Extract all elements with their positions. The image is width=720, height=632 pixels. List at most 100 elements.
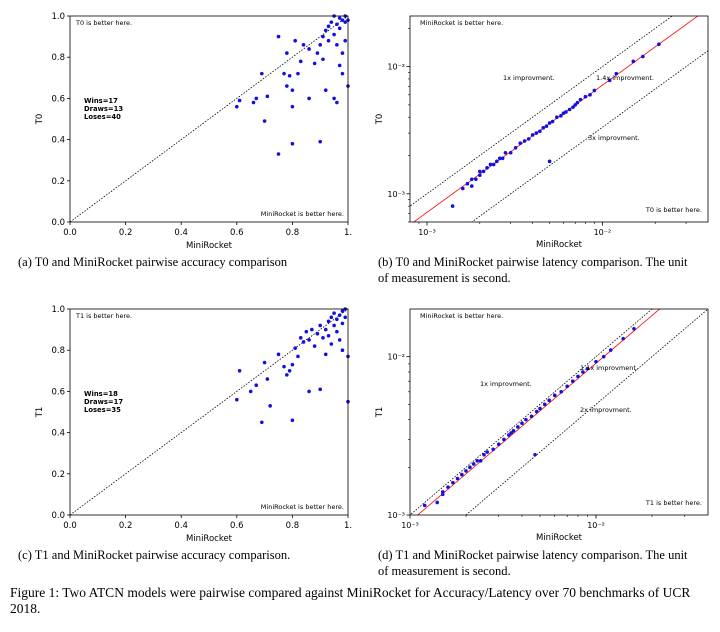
reference-line-label: 3x improvment. xyxy=(588,134,640,142)
reference-line xyxy=(410,16,673,207)
data-point xyxy=(461,186,465,191)
x-tick-label: 0.6 xyxy=(230,228,244,238)
data-point xyxy=(440,490,445,494)
annotation-top-left: T1 is better here. xyxy=(75,312,132,320)
caption-b: (b) T0 and MiniRocket pairwise latency c… xyxy=(378,255,688,285)
annotation-bottom-right: T0 is better here. xyxy=(645,206,702,214)
data-point xyxy=(315,331,320,336)
y-tick-label: 0.6 xyxy=(51,94,65,104)
data-point xyxy=(534,409,539,414)
data-point xyxy=(298,59,303,64)
x-tick-label: 0.0 xyxy=(63,228,77,238)
x-axis-label: MiniRocket xyxy=(186,534,233,543)
panel-a: 0.0 0.2 0.4 0.6 0.8 1. 0.0 0.2 0.4 0.6 0.8 1.0 MiniR… xyxy=(0,0,360,250)
data-point xyxy=(450,204,455,208)
data-point xyxy=(298,336,303,340)
data-point xyxy=(621,336,625,341)
data-point xyxy=(235,104,239,109)
data-point xyxy=(509,431,514,435)
data-point xyxy=(542,402,547,407)
data-point xyxy=(251,100,256,105)
data-point xyxy=(340,51,345,55)
data-point xyxy=(482,452,486,457)
annotation-bottom-right: MiniRocket is better here. xyxy=(261,503,344,511)
stat-label: Loses=35 xyxy=(84,406,121,414)
data-point xyxy=(335,317,339,322)
data-point xyxy=(491,162,496,167)
data-point xyxy=(315,51,320,55)
data-point xyxy=(502,437,506,442)
plot-frame xyxy=(409,308,709,516)
data-point xyxy=(312,61,317,66)
x-axis-label: MiniRocket xyxy=(536,240,583,250)
data-point xyxy=(478,458,483,463)
data-point xyxy=(465,181,470,186)
x-tick-label: 0.8 xyxy=(286,228,300,238)
data-point xyxy=(657,42,661,47)
y-tick-label: 1.0 xyxy=(51,305,65,315)
y-tick-label: 0.4 xyxy=(51,136,65,146)
data-point xyxy=(285,84,289,88)
y-tick-label: 10⁻³ xyxy=(387,511,405,520)
data-point xyxy=(296,71,300,76)
y-tick-label: 0.2 xyxy=(51,470,65,480)
plot-area xyxy=(410,309,708,515)
data-point xyxy=(508,151,513,155)
data-point xyxy=(468,465,472,470)
data-point xyxy=(641,54,645,59)
stat-label: Loses=40 xyxy=(84,113,121,121)
data-point xyxy=(265,94,270,99)
reference-line-label: 1x improvment. xyxy=(480,380,532,388)
data-point xyxy=(343,38,348,43)
panel-d: 10⁻³ 10⁻² 10⁻³ 10⁻² MiniRocket T1 MiniRocket i… xyxy=(360,293,720,543)
data-point xyxy=(530,133,535,137)
data-point xyxy=(343,20,348,24)
y-tick-label: 0.8 xyxy=(51,53,65,63)
data-point xyxy=(547,398,551,403)
data-point xyxy=(318,387,323,392)
data-point xyxy=(318,139,323,144)
data-point xyxy=(307,338,311,342)
data-point xyxy=(301,43,306,47)
data-point xyxy=(594,359,598,364)
data-point xyxy=(507,433,511,437)
data-point xyxy=(538,129,542,134)
data-point xyxy=(583,94,588,99)
data-point xyxy=(477,173,482,178)
data-point xyxy=(559,114,563,118)
data-point xyxy=(329,342,334,346)
data-point xyxy=(323,352,328,357)
data-point xyxy=(265,377,270,381)
data-point xyxy=(571,105,575,109)
reference-line xyxy=(471,50,708,222)
x-tick-label: 0.8 xyxy=(286,521,300,531)
data-point xyxy=(522,139,527,143)
data-point xyxy=(488,162,493,167)
data-point xyxy=(564,110,568,114)
data-point xyxy=(337,313,342,317)
data-point xyxy=(337,26,342,31)
data-point xyxy=(323,327,328,332)
data-point xyxy=(340,348,345,352)
reference-line-label: 1.4x improvment. xyxy=(596,74,654,82)
data-point xyxy=(337,63,342,68)
data-point xyxy=(435,500,439,505)
data-point xyxy=(481,169,486,174)
data-point xyxy=(290,88,295,92)
data-point xyxy=(534,131,539,135)
diagonal-line xyxy=(69,15,349,223)
x-tick-label: 10⁻³ xyxy=(401,521,419,530)
chart-c-plot: 0.0 0.2 0.4 0.6 0.8 1. 0.0 0.2 0.4 0.6 0.8 1.0 MiniR… xyxy=(35,305,352,543)
data-point xyxy=(559,389,564,394)
data-point xyxy=(547,121,552,125)
x-tick-label: 10⁻² xyxy=(587,521,605,530)
data-point xyxy=(500,156,505,161)
data-point xyxy=(248,389,253,394)
data-point xyxy=(474,177,478,182)
data-point xyxy=(497,156,502,161)
x-tick-label: 1. xyxy=(344,228,352,238)
data-point xyxy=(318,43,323,47)
data-point xyxy=(529,414,534,419)
data-point xyxy=(260,71,264,76)
data-point xyxy=(524,417,528,422)
